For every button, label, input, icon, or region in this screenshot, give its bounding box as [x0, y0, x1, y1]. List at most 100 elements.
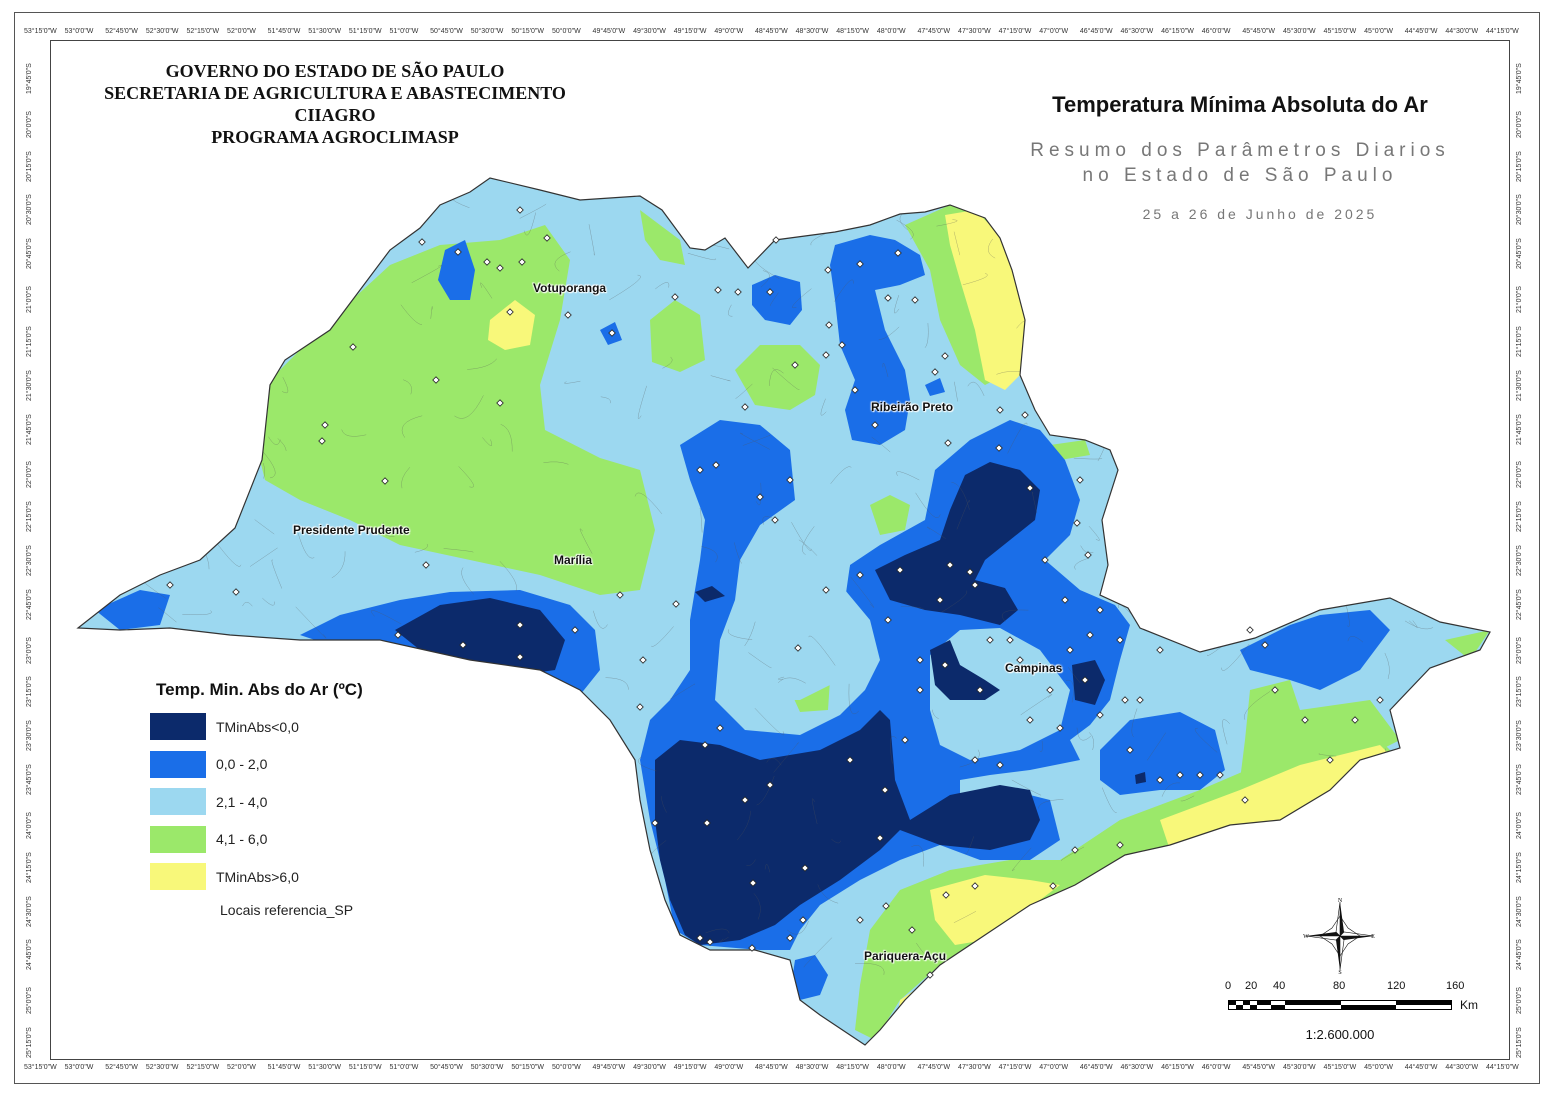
municipal-boundary-line	[772, 367, 800, 390]
reference-point-marker	[936, 596, 944, 604]
reference-point-marker	[459, 641, 467, 649]
zone-above-6	[1160, 745, 1395, 850]
reference-point-marker	[516, 653, 524, 661]
reference-point-marker	[856, 260, 864, 268]
zone-0-2	[752, 275, 802, 325]
municipal-boundary-line	[287, 282, 297, 309]
municipal-boundary-line	[1061, 846, 1085, 861]
municipal-boundary-line	[777, 676, 785, 680]
municipal-boundary-line	[655, 282, 670, 290]
reference-point-marker	[1301, 716, 1309, 724]
graticule-lon-label: 51°15'0"W	[348, 28, 382, 35]
graticule-lon-label: 51°15'0"W	[348, 1064, 382, 1071]
reference-point-marker	[516, 206, 524, 214]
reference-point-marker	[884, 616, 892, 624]
graticule-lon-label: 51°30'0"W	[308, 28, 341, 35]
municipal-boundary-line	[482, 437, 492, 446]
municipal-boundary-line	[1450, 226, 1471, 253]
reference-point-marker	[976, 686, 984, 694]
legend-title: Temp. Min. Abs do Ar (ºC)	[156, 680, 363, 699]
city-label-campinas: Campinas	[1005, 661, 1063, 675]
graticule-lon-label: 51°0'0"W	[389, 28, 419, 35]
municipal-boundary-line	[1460, 499, 1474, 525]
municipal-boundary-line	[699, 507, 703, 533]
municipal-boundary-line	[1161, 782, 1180, 797]
zone-4-6	[735, 345, 820, 410]
reference-point-marker	[349, 343, 357, 351]
municipal-boundary-line	[951, 481, 970, 510]
municipal-boundary-line	[78, 842, 97, 867]
subtitle-line-2: no Estado de São Paulo	[1082, 165, 1398, 186]
municipal-boundary-line	[403, 379, 412, 395]
municipal-boundary-line	[443, 548, 474, 553]
reference-point-marker	[1351, 716, 1359, 724]
reference-point-marker	[911, 296, 919, 304]
municipal-boundary-line	[197, 306, 200, 323]
reference-point-marker	[794, 644, 802, 652]
municipal-boundary-line	[1221, 643, 1250, 671]
municipal-boundary-line	[1318, 753, 1337, 757]
svg-text:S: S	[1338, 970, 1341, 974]
header-line-2: SECRETARIA DE AGRICULTURA E ABASTECIMENT…	[104, 83, 566, 103]
graticule-lon-label: 51°30'0"W	[308, 1064, 341, 1071]
reference-point-marker	[506, 308, 514, 316]
legend-label: 2,1 - 4,0	[216, 793, 268, 810]
municipal-boundary-line	[878, 326, 900, 340]
reference-point-marker	[671, 293, 679, 301]
scale-ratio: 1:2.600.000	[1305, 1027, 1375, 1042]
municipal-boundary-line	[820, 398, 827, 416]
reference-point-marker	[394, 631, 402, 639]
municipal-boundary-line	[1204, 972, 1221, 991]
municipal-boundary-line	[748, 652, 772, 669]
reference-point-marker	[672, 600, 680, 608]
municipal-boundary-line	[1418, 438, 1442, 455]
municipal-boundary-line	[82, 1016, 93, 1036]
reference-point-marker	[1241, 796, 1249, 804]
graticule-lon-label: 47°0'0"W	[1039, 28, 1069, 35]
graticule-lon-label: 50°15'0"W	[511, 28, 545, 35]
municipal-boundary-line	[773, 742, 799, 773]
municipal-boundary-line	[739, 188, 761, 209]
reference-point-marker	[1261, 641, 1269, 649]
municipal-boundary-line	[1106, 304, 1131, 315]
graticule-lon-label: 48°0'0"W	[876, 1064, 906, 1071]
reference-point-marker	[381, 477, 389, 485]
municipal-boundary-line	[580, 752, 588, 768]
municipal-boundary-line	[967, 381, 985, 396]
municipal-boundary-line	[855, 963, 885, 975]
zone-above-6	[488, 300, 535, 350]
reference-point-marker	[931, 368, 939, 376]
municipal-boundary-line	[1422, 462, 1427, 468]
reference-point-marker	[882, 902, 890, 910]
municipal-boundary-line	[1180, 795, 1195, 802]
municipal-boundary-line	[1440, 296, 1451, 317]
zone-4-6	[870, 495, 910, 535]
scale-tick-label: 80	[1333, 980, 1346, 992]
municipal-boundary-line	[263, 463, 265, 479]
reference-point-marker	[1021, 411, 1029, 419]
city-label-marilia: Marília	[554, 553, 593, 567]
reference-point-marker	[712, 461, 720, 469]
municipal-boundary-line	[271, 559, 283, 589]
map-title: Temperatura Mínima Absoluta do Ar	[1052, 92, 1428, 117]
municipal-boundary-line	[662, 356, 673, 369]
reference-point-marker	[1376, 696, 1384, 704]
municipal-boundary-line	[235, 986, 240, 992]
map-inner-frame	[50, 40, 1510, 1060]
municipal-boundary-line	[159, 370, 181, 374]
reference-point-marker	[571, 626, 579, 634]
municipal-boundary-line	[182, 610, 212, 615]
reference-point-marker	[1061, 596, 1069, 604]
municipal-boundary-line	[461, 567, 474, 595]
municipal-boundary-line	[1184, 454, 1215, 483]
municipal-boundary-line	[1440, 858, 1468, 876]
reference-point-marker	[321, 421, 329, 429]
reference-point-marker	[971, 756, 979, 764]
agency-header: GOVERNO DO ESTADO DE SÃO PAULO SECRETARI…	[60, 60, 610, 148]
municipal-boundary-line	[578, 1011, 587, 1025]
reference-point-marker	[1086, 631, 1094, 639]
graticule-lon-label: 49°15'0"W	[673, 28, 707, 35]
reference-point-marker	[825, 321, 833, 329]
municipal-boundary-line	[206, 931, 223, 941]
municipal-boundary-line	[597, 988, 625, 998]
